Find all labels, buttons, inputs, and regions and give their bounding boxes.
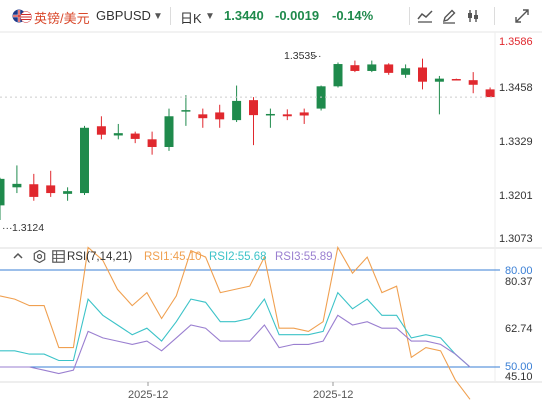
high-annotation: 1.3535 [284,50,316,62]
candle-body [401,68,411,75]
candle-body [0,178,5,206]
candle-body [249,100,258,116]
candle-body [384,64,394,73]
rsi1-line [0,245,471,400]
candle-body [113,133,123,136]
candle-body [198,114,208,119]
toolbar-divider [409,7,410,25]
pair-symbol[interactable]: GBPUSD [96,8,151,23]
price-axis-label: 1.3329 [499,136,533,148]
candle-body [451,79,461,81]
candle-body [418,67,427,82]
candle-body [164,116,174,147]
candle-body [96,126,106,135]
candle-body [434,78,444,82]
candle-body [333,64,343,87]
period-dropdown-caret[interactable]: ▼ [205,11,215,22]
last-price: 1.3440 [224,8,264,23]
candle-body [468,80,478,85]
chart-settings-icon[interactable] [465,8,481,24]
low-dots: ··· [2,222,13,234]
indicator-list-icon[interactable] [52,250,65,266]
candle-body [265,113,275,116]
candle-body [12,183,22,188]
candle-body [485,89,495,98]
candle-body [282,114,292,117]
rsi-axis-label: 80.37 [505,276,533,288]
indicator-icon[interactable] [417,8,433,24]
candle-body [350,65,360,71]
price-axis-label: 1.3073 [499,233,533,245]
price-axis-label: 1.3201 [499,190,533,202]
candle-body [63,191,73,194]
rsi3-value: RSI3:55.89 [275,251,333,263]
candle-body [147,139,157,147]
rsi-axis-label: 62.74 [505,323,533,335]
chart-grid [0,31,542,386]
rsi3-line [0,314,471,375]
candle-body [80,127,89,194]
rsi-axis-label: 45.10 [505,371,533,383]
rsi-axis-label: 50.00 [505,361,533,373]
symbol-toolbar: 英镑/美元 GBPUSD ▼ 日K ▼ 1.3440 -0.0019 -0.14… [0,0,542,32]
toolbar-divider [494,7,495,25]
price-change: -0.0019 [275,8,320,23]
settings-gear-icon[interactable] [33,249,46,266]
rsi2-value: RSI2:55.68 [209,251,267,263]
candle-body [299,112,309,116]
period-selector[interactable]: 日K [180,11,202,26]
price-change-percent: -0.14% [332,8,374,23]
x-axis-label: 2025-12 [128,389,168,401]
candlestick-series [0,58,495,220]
indicator-name[interactable]: RSI(7,14,21) [67,251,133,263]
low-annotation: 1.3124 [12,222,44,234]
indicator-header: RSI(7,14,21) RSI1:45.10 RSI2:55.68 RSI3:… [0,248,542,268]
symbol-dropdown-caret[interactable]: ▼ [153,11,163,22]
draw-pen-icon[interactable] [441,8,457,24]
price-axis-label: 1.3458 [499,82,533,94]
candle-body [367,64,377,71]
rsi-axis-label: 80.00 [505,265,533,277]
candle-body [46,185,56,194]
x-axis-label: 2025-12 [313,389,353,401]
candle-body [181,110,191,112]
high-dots: ··· [311,50,322,62]
collapse-icon[interactable] [12,250,24,265]
rsi2-line [0,291,471,368]
rsi-lines [0,245,471,400]
fullscreen-icon[interactable] [514,8,530,24]
candle-body [130,133,140,139]
rsi1-value: RSI1:45.10 [144,251,202,263]
candle-body [29,184,39,197]
pair-name-cn[interactable]: 英镑/美元 [34,11,90,26]
candle-body [232,100,242,121]
candle-body [215,112,225,120]
price-axis-label: 1.3586 [499,36,533,48]
toolbar-divider [170,7,171,25]
uk-flag-icon [12,9,32,23]
